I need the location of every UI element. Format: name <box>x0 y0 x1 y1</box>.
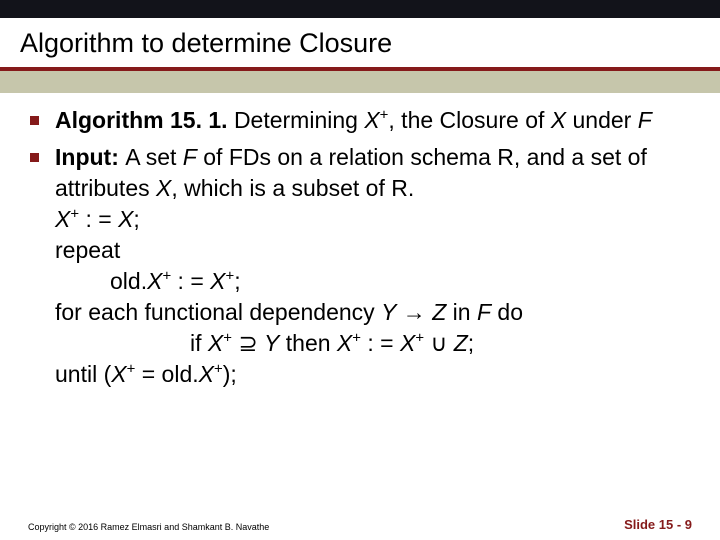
t: ; <box>234 268 240 294</box>
t: : = <box>79 206 118 232</box>
t: ; <box>468 330 474 356</box>
t: under <box>566 107 638 133</box>
bullet-icon <box>30 116 39 125</box>
bullet-2-text: Input: A set F of FDs on a relation sche… <box>55 142 690 204</box>
algo-line-3: old.X+ : = X+; <box>55 266 690 297</box>
bullet-1: Algorithm 15. 1. Determining X+, the Clo… <box>30 105 690 136</box>
var: X <box>156 175 171 201</box>
t: A set <box>125 144 183 170</box>
var: F <box>638 107 652 133</box>
var: X <box>55 206 70 232</box>
bullet-2-bold: Input: <box>55 144 125 170</box>
var: Y <box>264 330 279 356</box>
t: if <box>190 330 208 356</box>
sup: + <box>162 268 171 285</box>
t: repeat <box>55 237 120 263</box>
var: X <box>111 361 126 387</box>
t: old. <box>110 268 147 294</box>
arrow-icon: → <box>396 299 432 325</box>
sup: + <box>352 330 361 347</box>
title-region: Algorithm to determine Closure <box>0 18 720 67</box>
var: F <box>477 299 491 325</box>
var: X <box>337 330 352 356</box>
t: : = <box>361 330 400 356</box>
var: X <box>118 206 133 232</box>
bullet-icon <box>30 153 39 162</box>
sup: + <box>415 330 424 347</box>
var: Y <box>381 299 396 325</box>
top-bar <box>0 0 720 18</box>
t: for each functional dependency <box>55 299 381 325</box>
superset-icon: ⊇ <box>232 330 264 356</box>
t: ); <box>223 361 237 387</box>
t: in <box>446 299 477 325</box>
var: X <box>210 268 225 294</box>
slide-title: Algorithm to determine Closure <box>20 28 700 59</box>
sup: + <box>226 268 235 285</box>
algo-line-6: until (X+ = old.X+); <box>55 359 690 390</box>
algo-line-2: repeat <box>55 235 690 266</box>
bullet-1-text: Algorithm 15. 1. Determining X+, the Clo… <box>55 105 652 136</box>
var: Z <box>454 330 468 356</box>
t: do <box>491 299 523 325</box>
content-region: Algorithm 15. 1. Determining X+, the Clo… <box>0 93 720 390</box>
t: : = <box>171 268 210 294</box>
var: X <box>364 107 379 133</box>
var: X <box>551 107 566 133</box>
slide-container: Algorithm to determine Closure Algorithm… <box>0 0 720 540</box>
t: until ( <box>55 361 111 387</box>
var: Z <box>432 299 446 325</box>
var: X <box>147 268 162 294</box>
slide-number: Slide 15 - 9 <box>624 517 692 532</box>
sup: + <box>214 361 223 378</box>
t: ; <box>133 206 139 232</box>
t: Determining <box>234 107 364 133</box>
var: X <box>400 330 415 356</box>
sup: + <box>223 330 232 347</box>
t: = old. <box>135 361 198 387</box>
bullet-2: Input: A set F of FDs on a relation sche… <box>30 142 690 204</box>
bullet-1-bold: Algorithm 15. 1. <box>55 107 234 133</box>
union-icon: ∪ <box>424 330 454 356</box>
t: , which is a subset of R. <box>171 175 414 201</box>
algo-line-4: for each functional dependency Y → Z in … <box>55 297 690 328</box>
t: then <box>279 330 337 356</box>
accent-band <box>0 67 720 93</box>
copyright-text: Copyright © 2016 Ramez Elmasri and Shamk… <box>28 522 269 532</box>
footer: Copyright © 2016 Ramez Elmasri and Shamk… <box>0 517 720 532</box>
var: X <box>208 330 223 356</box>
t: , the Closure of <box>388 107 550 133</box>
var: X <box>199 361 214 387</box>
algo-line-1: X+ : = X; <box>55 204 690 235</box>
sup: + <box>70 205 79 222</box>
var: F <box>183 144 197 170</box>
algo-line-5: if X+ ⊇ Y then X+ : = X+ ∪ Z; <box>55 328 690 359</box>
